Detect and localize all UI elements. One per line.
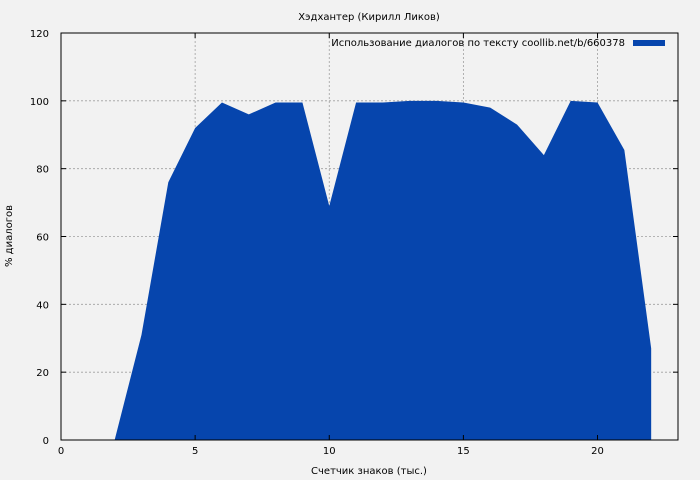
y-tick-label: 120 [30, 29, 49, 40]
legend-label: Использование диалогов по тексту coollib… [331, 38, 625, 49]
y-tick-label: 0 [43, 436, 49, 447]
y-tick-label: 20 [36, 368, 49, 379]
axis-ticks: 0 5 10 15 20 0 20 40 60 80 100 120 [30, 29, 678, 457]
y-tick-label: 100 [30, 97, 49, 108]
data-area [114, 100, 652, 440]
x-tick-label: 10 [323, 446, 336, 457]
legend-swatch [633, 40, 665, 46]
y-tick-label: 80 [36, 165, 49, 176]
x-tick-label: 15 [457, 446, 470, 457]
x-tick-label: 0 [58, 446, 64, 457]
y-tick-label: 60 [36, 233, 49, 244]
legend: Использование диалогов по тексту coollib… [331, 38, 665, 49]
chart-title: Хэдхантер (Кирилл Ликов) [298, 12, 440, 23]
x-tick-label: 5 [192, 446, 198, 457]
y-tick-label: 40 [36, 300, 49, 311]
y-axis-label: % диалогов [4, 205, 15, 267]
x-axis-label: Счетчик знаков (тыс.) [311, 466, 427, 477]
x-tick-label: 20 [591, 446, 604, 457]
